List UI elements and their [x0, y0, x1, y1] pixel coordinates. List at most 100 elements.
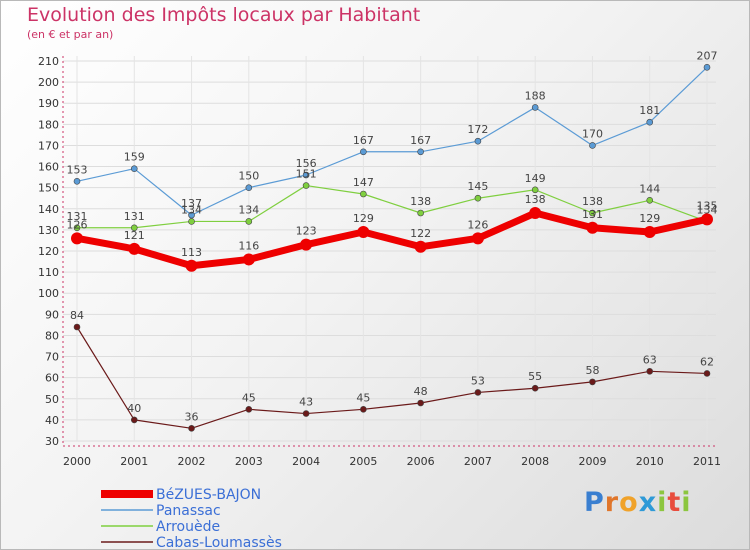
data-point — [302, 182, 310, 189]
data-label: 147 — [353, 176, 374, 189]
logo-letter: i — [681, 487, 692, 518]
data-point — [589, 209, 596, 217]
y-tick-label: 40 — [45, 414, 59, 427]
data-point — [531, 186, 539, 194]
data-point — [185, 259, 198, 272]
x-tick-label: 2003 — [235, 455, 263, 468]
data-label: 123 — [296, 225, 317, 238]
data-point — [360, 406, 367, 413]
data-point — [245, 218, 253, 225]
data-point — [188, 211, 195, 219]
y-tick-label: 140 — [38, 203, 59, 216]
legend-label: Arrouède — [156, 519, 220, 535]
x-tick-label: 2002 — [178, 455, 206, 468]
data-point — [531, 104, 539, 111]
data-label: 145 — [467, 180, 488, 193]
data-point — [474, 389, 482, 396]
data-label: 43 — [299, 396, 313, 409]
x-tick-label: 2004 — [292, 455, 320, 468]
chart-subtitle: (en € et par an) — [27, 28, 114, 41]
legend-label: Cabas-Loumassès — [156, 535, 282, 550]
data-label: 135 — [697, 199, 718, 212]
data-label: 172 — [467, 123, 488, 136]
y-tick-label: 170 — [38, 139, 59, 152]
data-label: 63 — [643, 353, 657, 366]
data-label: 153 — [67, 163, 88, 176]
data-label: 62 — [700, 355, 714, 368]
data-point — [474, 137, 482, 145]
data-label: 45 — [356, 391, 370, 404]
data-label: 48 — [414, 385, 428, 398]
y-tick-label: 110 — [38, 266, 59, 279]
y-tick-label: 120 — [38, 245, 59, 258]
data-point — [130, 416, 138, 424]
data-point — [417, 148, 424, 156]
y-tick-label: 70 — [45, 351, 59, 364]
data-point — [531, 384, 539, 392]
y-tick-label: 210 — [38, 55, 59, 68]
y-tick-label: 200 — [38, 76, 59, 89]
proxiti-logo: Proxiti — [584, 487, 692, 518]
data-label: 167 — [353, 134, 374, 147]
series-line-BéZUES-BAJON — [76, 209, 708, 270]
data-point — [417, 209, 424, 217]
data-point — [73, 178, 81, 185]
legend-label: BéZUES-BAJON — [156, 487, 261, 503]
data-label: 138 — [525, 193, 546, 206]
data-label: 156 — [296, 157, 317, 170]
logo-letter: P — [584, 487, 605, 518]
x-tick-label: 2011 — [693, 455, 721, 468]
data-point — [471, 232, 484, 245]
data-label: 116 — [238, 239, 259, 252]
logo-letter: r — [604, 487, 620, 518]
data-label: 113 — [181, 246, 202, 259]
logo-letter: x — [638, 487, 658, 518]
data-label: 159 — [124, 151, 145, 164]
y-tick-label: 130 — [38, 224, 59, 237]
series-line-Cabas-Loumassès — [76, 326, 708, 429]
data-point — [589, 142, 596, 149]
y-tick-label: 100 — [38, 287, 59, 300]
data-point — [245, 406, 253, 413]
data-point — [130, 165, 138, 172]
x-tick-label: 2006 — [407, 455, 435, 468]
data-point — [643, 226, 656, 238]
x-tick-label: 2008 — [521, 455, 549, 468]
data-point — [360, 148, 367, 156]
series-line-Arrouède — [77, 184, 708, 229]
series-line-Panassac — [76, 66, 708, 216]
data-label: 134 — [238, 203, 259, 216]
data-label: 138 — [410, 195, 431, 208]
data-label: 58 — [585, 364, 599, 377]
data-label: 188 — [525, 89, 546, 102]
data-point — [245, 184, 253, 191]
data-point — [242, 253, 255, 266]
data-point — [128, 242, 141, 255]
x-tick-label: 2005 — [349, 455, 377, 468]
chart-title: Evolution des Impôts locaux par Habitant — [27, 4, 421, 26]
data-label: 131 — [67, 210, 88, 223]
x-tick-label: 2009 — [578, 455, 606, 468]
x-tick-label: 2000 — [63, 455, 91, 468]
data-point — [302, 410, 310, 417]
data-point — [701, 213, 713, 226]
logo-letter: i — [657, 487, 668, 518]
data-label: 129 — [639, 212, 660, 225]
data-point — [302, 171, 310, 179]
data-point — [646, 197, 654, 204]
data-label: 167 — [410, 134, 431, 147]
data-point — [417, 399, 424, 407]
data-point — [360, 190, 367, 198]
data-label: 207 — [697, 49, 718, 62]
logo-letter: o — [619, 487, 639, 518]
legend-label: Panassac — [156, 503, 221, 519]
y-tick-label: 180 — [38, 118, 59, 131]
data-point — [73, 323, 81, 331]
data-label: 170 — [582, 127, 603, 140]
data-label: 45 — [242, 391, 256, 404]
data-label: 181 — [639, 104, 660, 117]
data-label: 149 — [525, 172, 546, 185]
data-label: 151 — [296, 168, 317, 181]
